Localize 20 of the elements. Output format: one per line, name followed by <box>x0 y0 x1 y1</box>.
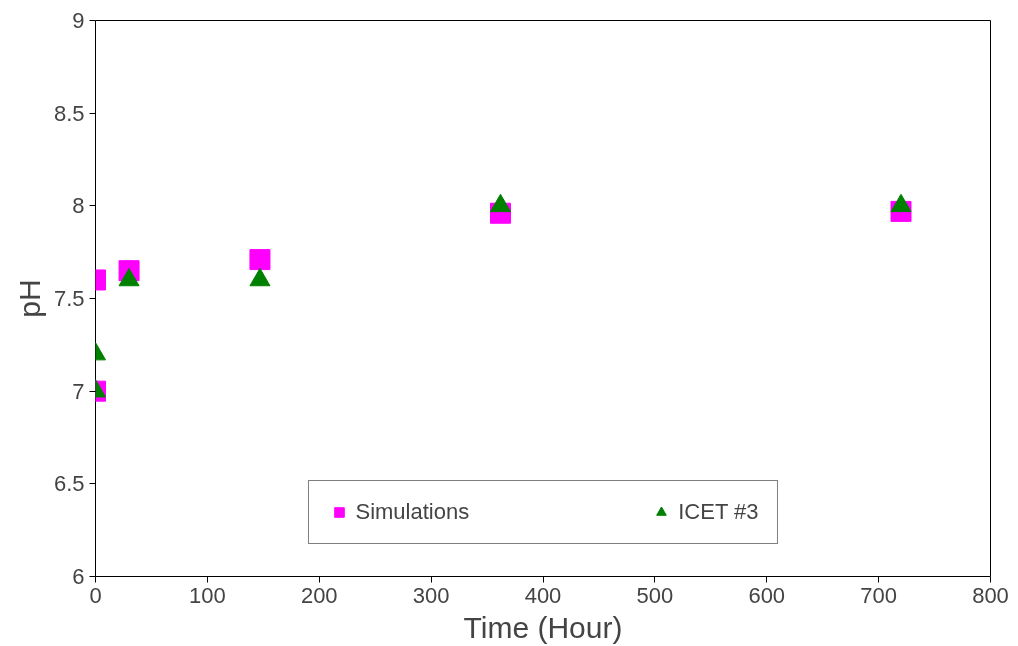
x-tick-label: 200 <box>300 582 338 608</box>
x-tick-label: 300 <box>412 582 450 608</box>
x-tick-label: 700 <box>860 582 897 608</box>
y-tick-label: 7 <box>72 378 85 404</box>
x-tick-label: 600 <box>748 582 786 608</box>
y-axis-title: pH <box>12 279 46 318</box>
x-tick-label: 800 <box>972 582 1009 608</box>
y-tick-label: 8.5 <box>53 100 85 126</box>
y-tick-label: 9 <box>72 8 85 33</box>
legend-label: Simulations <box>355 499 470 525</box>
x-tick-label: 100 <box>189 582 226 608</box>
x-tick-label: 400 <box>524 582 562 608</box>
x-axis-title: Time (Hour) <box>463 610 623 644</box>
x-tick-label: 0 <box>89 582 102 608</box>
x-tick-label: 500 <box>636 582 674 608</box>
y-tick-label: 8 <box>72 193 85 219</box>
legend-label: ICET #3 <box>678 499 759 525</box>
y-tick-label: 7.5 <box>53 286 85 311</box>
y-tick-label: 6 <box>72 564 85 589</box>
y-tick-label: 6.5 <box>53 471 85 497</box>
